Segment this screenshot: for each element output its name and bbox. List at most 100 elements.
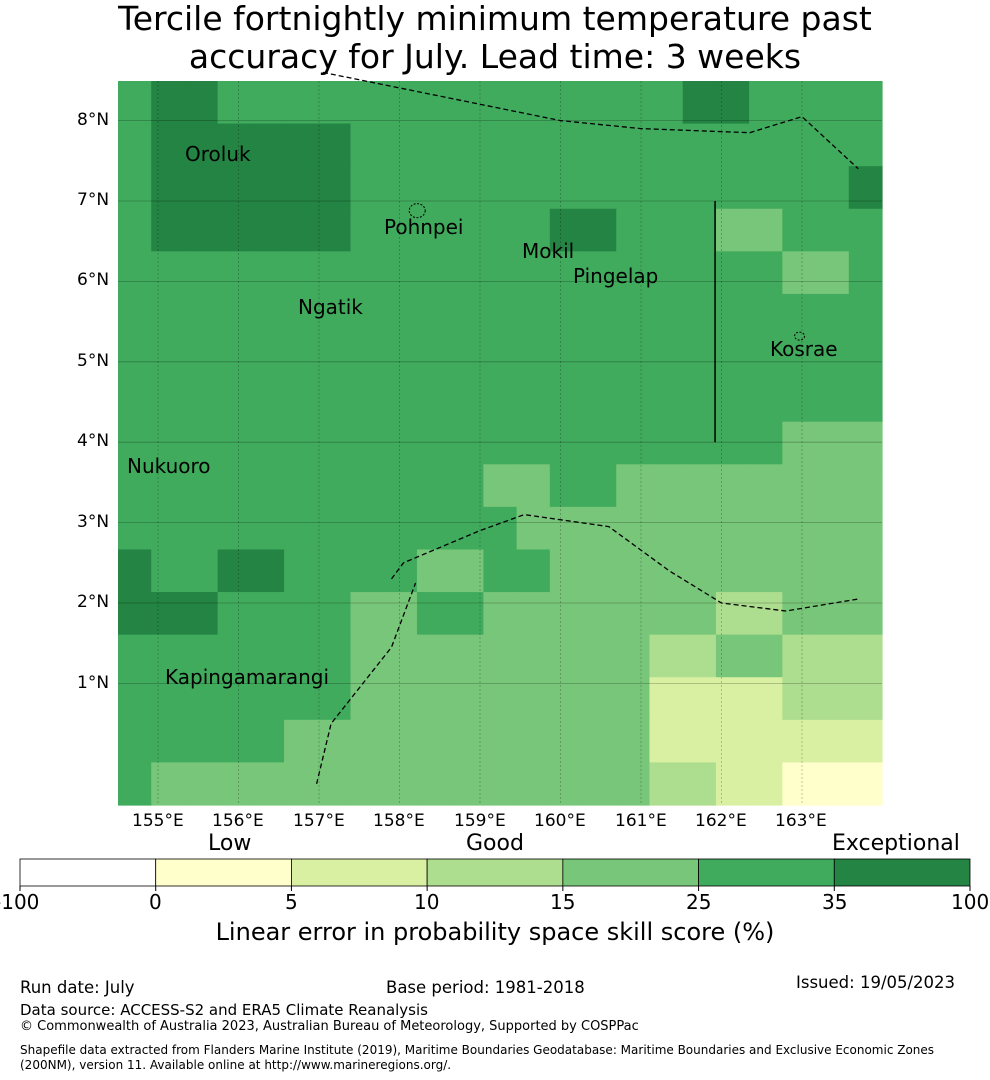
grid-cell [583, 123, 617, 167]
grid-cell [682, 464, 717, 508]
place-label-oroluk: Oroluk [185, 142, 251, 166]
grid-cell [549, 506, 584, 551]
grid-cell [649, 208, 684, 252]
grid-cell [184, 506, 219, 551]
grid-cell [317, 421, 352, 465]
grid-cell [151, 123, 186, 167]
grid-cell [317, 549, 352, 593]
grid-cell [815, 421, 850, 465]
grid-cell [151, 293, 186, 338]
grid-cell [815, 506, 850, 551]
grid-cell [151, 634, 186, 678]
grid-cell [715, 634, 750, 678]
grid-cell [649, 634, 684, 678]
grid-cell [815, 549, 850, 593]
grid-cell [416, 336, 451, 380]
grid-cell [184, 719, 219, 764]
grid-cell [616, 166, 651, 210]
grid-cell [583, 336, 617, 380]
grid-cell [715, 719, 750, 764]
grid-cell [350, 549, 385, 593]
grid-cell [516, 208, 551, 252]
grid-cell [217, 293, 252, 338]
grid-cell [250, 762, 285, 806]
grid-cell [250, 634, 285, 678]
grid-cell [516, 336, 551, 380]
map-gridlines [118, 81, 882, 805]
grid-cell [184, 464, 219, 508]
grid-cell [516, 293, 551, 338]
grid-cell [284, 208, 318, 252]
copyright: © Commonwealth of Australia 2023, Austra… [20, 1019, 639, 1034]
grid-cell [649, 123, 684, 167]
grid-cell [848, 677, 883, 721]
place-label-nukuoro: Nukuoro [127, 454, 211, 478]
shapefile-credit: Shapefile data extracted from Flanders M… [20, 1043, 985, 1073]
grid-cell [483, 123, 518, 167]
grid-cell [516, 677, 551, 721]
grid-cell [184, 549, 219, 593]
grid-cell [350, 166, 385, 210]
grid-cell [151, 251, 186, 295]
grid-cell [284, 81, 318, 125]
grid-cell [815, 634, 850, 678]
grid-cell [715, 81, 750, 125]
grid-cell [815, 379, 850, 423]
grid-cell [848, 251, 883, 295]
grid-cell [383, 81, 418, 125]
grid-cell [682, 208, 717, 252]
grid-cell [583, 677, 617, 721]
grid-cell [848, 293, 883, 338]
grid-cell [450, 506, 484, 551]
grid-cell [616, 379, 651, 423]
grid-cell [416, 677, 451, 721]
grid-cell [483, 251, 518, 295]
colorbar-tick-minus100: -100 [0, 890, 40, 914]
place-label-pingelap: Pingelap [573, 264, 659, 288]
grid-cell [583, 549, 617, 593]
grid-cell [749, 719, 783, 764]
place-label-mokil: Mokil [522, 239, 575, 263]
grid-cell [749, 166, 783, 210]
grid-cell [516, 166, 551, 210]
grid-cell [583, 762, 617, 806]
grid-cell [217, 592, 252, 636]
grid-cell [483, 379, 518, 423]
grid-cell [151, 719, 186, 764]
grid-cell [782, 379, 817, 423]
grid-cell [749, 293, 783, 338]
grid-cell [350, 464, 385, 508]
grid-cell [616, 251, 651, 295]
grid-cell [516, 719, 551, 764]
grid-cell [317, 336, 352, 380]
grid-cell [549, 208, 584, 252]
grid-cell [815, 592, 850, 636]
grid-cell [450, 592, 484, 636]
grid-cell [317, 251, 352, 295]
island-outline [408, 203, 426, 219]
grid-cell [483, 293, 518, 338]
grid-cell [118, 421, 152, 465]
grid-cell [118, 549, 152, 593]
colorbar-segment [833, 858, 971, 887]
x-tick-160: 160°E [534, 811, 586, 831]
grid-cell [583, 293, 617, 338]
grid-cell [118, 506, 152, 551]
grid-cell [118, 166, 152, 210]
grid-cell [483, 762, 518, 806]
grid-cell [217, 81, 252, 125]
grid-cell [317, 379, 352, 423]
grid-cell [317, 634, 352, 678]
grid-cell [649, 719, 684, 764]
grid-cell [516, 506, 551, 551]
eez-boundary [315, 582, 417, 785]
grid-cell [483, 634, 518, 678]
colorbar-category-exceptional: Exceptional [832, 831, 960, 856]
grid-cell [217, 336, 252, 380]
grid-cell [184, 123, 219, 167]
grid-cell [250, 421, 285, 465]
colorbar-label: Linear error in probability space skill … [215, 918, 775, 946]
grid-cell [516, 549, 551, 593]
grid-cell [250, 81, 285, 125]
grid-cell [682, 719, 717, 764]
